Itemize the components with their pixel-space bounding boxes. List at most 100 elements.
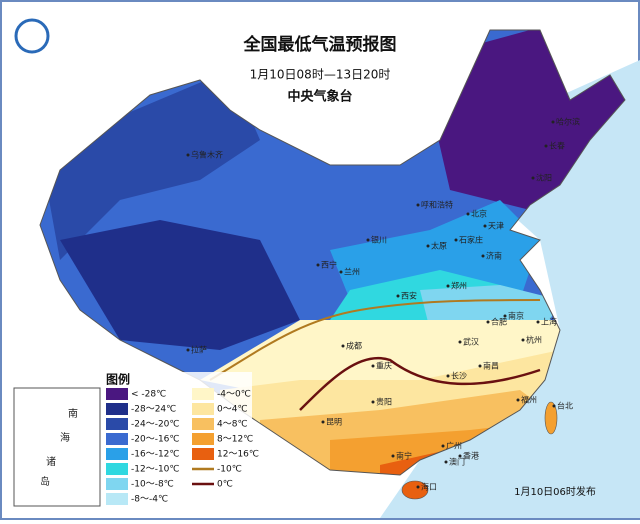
city-label: 台北 (557, 401, 573, 411)
city-dot (503, 314, 507, 318)
city-dot (371, 400, 375, 404)
inset-label: 南 (68, 407, 78, 420)
legend-label: 0～4℃ (217, 405, 248, 415)
city-label: 杭州 (526, 335, 542, 345)
hainan (401, 480, 429, 500)
city-label: 南昌 (483, 361, 499, 371)
city-dot (521, 338, 525, 342)
city-dot (544, 144, 548, 148)
city-dot (486, 320, 490, 324)
taiwan (544, 401, 558, 435)
city-label: 西安 (401, 291, 417, 301)
city-label: 贵阳 (376, 397, 392, 407)
city-dot (446, 374, 450, 378)
city-dot (426, 244, 430, 248)
city-dot (316, 263, 320, 267)
city-label: 重庆 (376, 361, 392, 371)
city-label: 广州 (446, 441, 462, 451)
city-label: 呼和浩特 (421, 200, 453, 210)
period: 1月10日08时—13日20时 (250, 68, 391, 82)
legend-label: -12～-10℃ (131, 465, 180, 475)
city-label: 昆明 (326, 418, 342, 427)
legend-swatch (192, 448, 214, 460)
title: 全国最低气温预报图 (243, 34, 397, 55)
legend-label: -16～-12℃ (131, 450, 180, 460)
city-label: 乌鲁木齐 (191, 150, 223, 160)
city-dot (458, 454, 462, 458)
city-dot (552, 404, 556, 408)
city-label: 郑州 (451, 281, 467, 291)
city-dot (446, 284, 450, 288)
issuer: 中央气象台 (287, 89, 352, 105)
city-dot (366, 238, 370, 242)
inset-label: 海 (60, 431, 70, 444)
legend-swatch (106, 433, 128, 445)
city-dot (371, 364, 375, 368)
isotherm-minus-10 (209, 299, 541, 381)
legend-label: 0℃ (217, 480, 233, 490)
inset-label: 诸 (46, 456, 56, 468)
legend-swatch (106, 403, 128, 415)
legend-swatch (192, 388, 214, 400)
city-dot (341, 344, 345, 348)
city-label: 太原 (431, 241, 447, 251)
city-label: 拉萨 (191, 345, 207, 355)
city-dot (444, 460, 448, 464)
logo (14, 18, 50, 54)
footer: 1月10日06时发布 (514, 485, 596, 498)
legend-label: -4～0℃ (217, 390, 251, 400)
city-label: 济南 (486, 251, 502, 261)
city-label: 北京 (471, 209, 487, 219)
city-dot (186, 153, 190, 157)
city-label: 西宁 (321, 260, 337, 270)
legend-label: -8～-4℃ (131, 495, 168, 505)
city-label: 武汉 (463, 337, 479, 347)
city-label: 福州 (521, 396, 537, 405)
city-label: 长沙 (451, 371, 467, 381)
city-dot (441, 444, 445, 448)
legend-label: -10～-8℃ (131, 480, 174, 490)
city-dot (483, 224, 487, 228)
legend-swatch (106, 448, 128, 460)
legend-swatch (192, 418, 214, 430)
city-dot (516, 398, 520, 402)
city-dot (339, 270, 343, 274)
city-label: 银川 (371, 235, 387, 245)
city-label: 澳门 (449, 457, 465, 467)
city-label: 天津 (488, 221, 504, 231)
legend-label: 4～8℃ (217, 420, 248, 430)
city-label: 南宁 (396, 451, 412, 461)
legend-label: -24～-20℃ (131, 420, 180, 430)
city-label: 上海 (541, 317, 557, 327)
city-label: 兰州 (344, 267, 360, 277)
city-label: 石家庄 (459, 235, 483, 245)
city-dot (536, 320, 540, 324)
city-label: 长春 (549, 141, 565, 151)
legend-swatch (106, 388, 128, 400)
city-dot (321, 420, 325, 424)
city-label: 合肥 (491, 317, 507, 327)
city-label: 哈尔滨 (556, 117, 580, 127)
city-dot (396, 294, 400, 298)
city-dot (186, 348, 190, 352)
legend-label: -20～-16℃ (131, 435, 180, 445)
isotherm-0 (299, 356, 541, 411)
city-label: 海口 (421, 482, 437, 492)
city-dot (454, 238, 458, 242)
city-dot (481, 254, 485, 258)
city-dot (416, 203, 420, 207)
legend-label: -28～24℃ (131, 405, 176, 415)
city-label: 沈阳 (536, 173, 552, 183)
city-dot (416, 485, 420, 489)
city-dot (551, 120, 555, 124)
sea (380, 60, 640, 518)
city-label: 南京 (508, 311, 524, 321)
legend-title: 图例 (106, 372, 130, 387)
legend-swatch (106, 463, 128, 475)
legend-label: 8～12℃ (217, 435, 253, 445)
legend-label: -10℃ (217, 465, 242, 475)
legend-swatch (106, 478, 128, 490)
city-dot (391, 454, 395, 458)
legend-label: < -28℃ (131, 390, 166, 400)
legend-label: 12～16℃ (217, 450, 259, 460)
